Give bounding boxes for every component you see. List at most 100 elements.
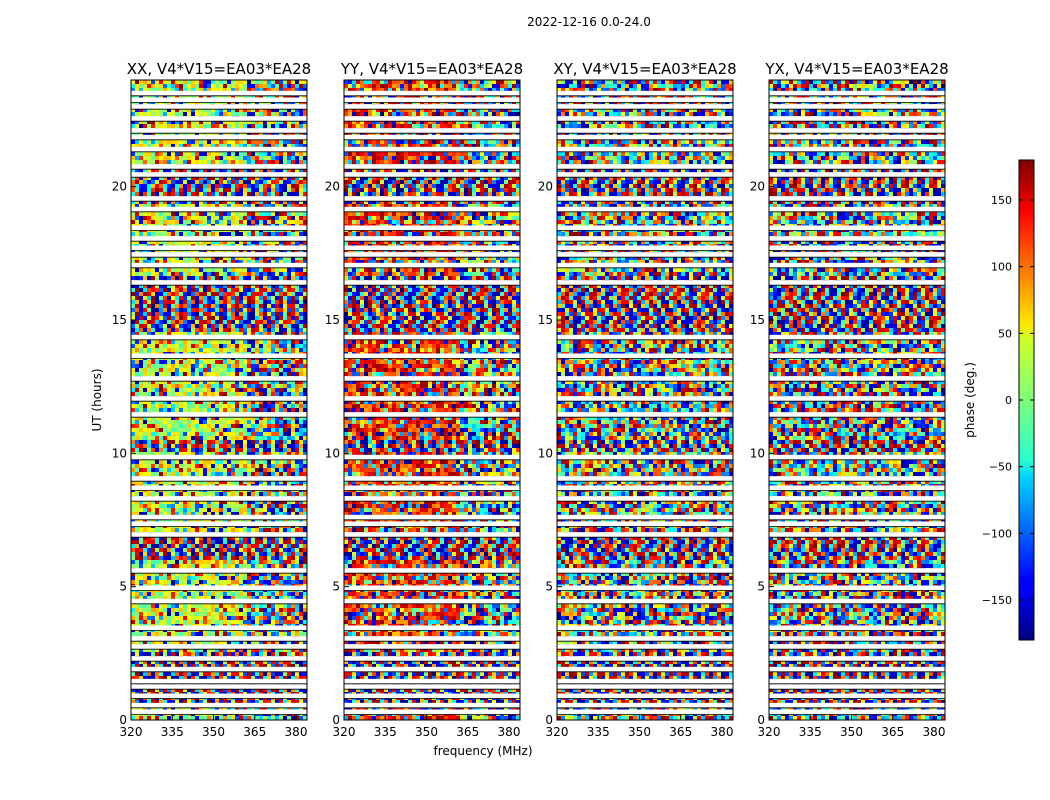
heat-cell [291,176,295,180]
heat-cell [203,332,207,336]
heat-cell [151,168,155,172]
heat-cell [183,288,187,292]
heat-cell [211,468,215,472]
heat-cell [147,152,151,156]
heat-cell [215,284,219,288]
heat-cell [171,344,175,348]
heat-cell [291,384,295,388]
heat-cell [151,392,155,396]
heat-cell [203,240,207,244]
heat-cell [247,424,251,428]
heat-cell [267,432,271,436]
heat-cell [175,108,179,112]
heat-cell [263,328,267,332]
heat-cell [187,468,191,472]
heat-cell [303,88,307,92]
heat-cell [179,176,183,180]
heat-cell [159,508,163,512]
heat-cell [187,80,191,84]
heat-cell [135,80,139,84]
heat-cell [179,340,183,344]
heat-cell [259,528,263,532]
heat-cell [155,260,159,264]
heat-cell [271,308,275,312]
heat-cell [155,284,159,288]
heat-cell [287,112,291,116]
heat-cell [231,152,235,156]
heat-cell [291,452,295,456]
heat-cell [291,288,295,292]
heat-cell [275,232,279,236]
heat-cell [199,500,203,504]
heat-cell [271,320,275,324]
heat-cell [139,512,143,516]
heat-cell [191,192,195,196]
heat-cell [199,452,203,456]
heat-cell [291,416,295,420]
heat-cell [235,312,239,316]
heat-cell [199,480,203,484]
heat-cell [179,392,183,396]
heat-cell [303,500,307,504]
heat-cell [151,480,155,484]
heat-cell [183,528,187,532]
heat-cell [291,200,295,204]
heat-cell [151,388,155,392]
heat-cell [219,508,223,512]
heat-cell [203,188,207,192]
heat-cell [151,272,155,276]
heat-cell [163,372,167,376]
heat-cell [195,220,199,224]
heat-cell [195,428,199,432]
heat-cell [207,424,211,428]
heat-cell [303,360,307,364]
heat-cell [139,160,143,164]
heat-cell [223,372,227,376]
heat-cell [235,168,239,172]
heat-cell [175,220,179,224]
heat-cell [251,240,255,244]
heat-cell [151,416,155,420]
heat-cell [255,180,259,184]
heat-cell [267,448,271,452]
heat-cell [151,88,155,92]
heat-cell [219,444,223,448]
heat-cell [255,432,259,436]
heat-cell [259,332,263,336]
heat-cell [271,368,275,372]
heat-cell [239,428,243,432]
heat-cell [259,212,263,216]
heat-cell [183,204,187,208]
heat-cell [231,316,235,320]
heat-cell [175,404,179,408]
heat-cell [135,460,139,464]
heat-cell [219,168,223,172]
heat-cell [279,232,283,236]
heat-cell [135,112,139,116]
heat-cell [287,464,291,468]
heat-cell [143,424,147,428]
heat-cell [279,160,283,164]
heat-cell [279,188,283,192]
heat-cell [259,428,263,432]
heat-cell [247,448,251,452]
heat-cell [223,480,227,484]
heat-cell [239,404,243,408]
heat-cell [223,216,227,220]
heat-cell [203,168,207,172]
heat-cell [243,268,247,272]
heat-cell [151,152,155,156]
heat-cell [155,528,159,532]
heat-cell [135,300,139,304]
heat-cell [227,328,231,332]
heat-cell [155,304,159,308]
heat-cell [255,372,259,376]
heat-cell [167,372,171,376]
heat-cell [275,312,279,316]
heat-cell [271,80,275,84]
heat-cell [295,84,299,88]
heat-cell [287,448,291,452]
heat-cell [279,316,283,320]
heat-cell [267,508,271,512]
heat-cell [187,108,191,112]
